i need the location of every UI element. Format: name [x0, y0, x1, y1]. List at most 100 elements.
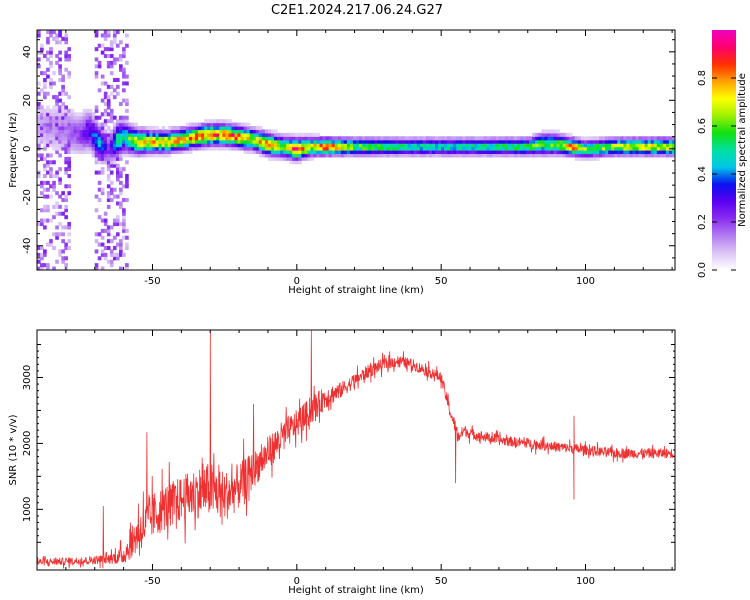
heatmap-cell	[85, 112, 90, 117]
heatmap-cell	[97, 187, 102, 192]
heatmap-cell	[161, 150, 166, 155]
heatmap-cell	[210, 139, 214, 144]
heatmap-cell	[155, 139, 160, 144]
heatmap-cell	[316, 150, 321, 155]
heatmap-cell	[185, 126, 190, 131]
heatmap-cell	[119, 156, 123, 161]
heatmap-cell	[659, 153, 664, 158]
heatmap-cell	[280, 146, 284, 151]
heatmap-cell	[58, 180, 62, 185]
heatmap-cell	[82, 146, 87, 151]
heatmap-cell	[216, 146, 220, 151]
heatmap-cell	[510, 136, 515, 141]
heatmap-cell	[43, 252, 47, 257]
heatmap-cell	[547, 153, 552, 158]
heatmap-cell	[434, 143, 439, 148]
heatmap-cell	[662, 139, 667, 144]
heatmap-cell	[94, 239, 99, 244]
heatmap-cell	[456, 139, 460, 144]
heatmap-cell	[471, 143, 476, 148]
heatmap-cell	[246, 150, 251, 155]
heatmap-cell	[67, 246, 72, 251]
heatmap-cell	[64, 139, 68, 144]
heatmap-cell	[270, 139, 275, 144]
heatmap-cell	[119, 180, 123, 185]
heatmap-cell	[52, 143, 56, 148]
heatmap-cell	[459, 150, 463, 155]
heatmap-cell	[52, 266, 56, 270]
heatmap-cell	[146, 136, 151, 141]
heatmap-cell	[301, 132, 305, 137]
heatmap-cell	[128, 122, 132, 127]
heatmap-cell	[125, 129, 129, 134]
heatmap-cell	[620, 150, 624, 155]
heatmap-cell	[91, 129, 96, 134]
heatmap-cell	[119, 187, 123, 192]
heatmap-cell	[55, 146, 59, 151]
heatmap-cell	[383, 150, 387, 155]
heatmap-cell	[671, 136, 675, 141]
heatmap-cell	[471, 150, 476, 155]
heatmap-cell	[179, 150, 184, 155]
heatmap-cell	[109, 163, 114, 168]
heatmap-cell	[37, 143, 41, 148]
heatmap-cell	[179, 126, 184, 131]
heatmap-cell	[629, 150, 634, 155]
heatmap-cell	[112, 160, 117, 165]
heatmap-cell	[40, 132, 44, 137]
heatmap-cell	[103, 54, 108, 59]
heatmap-cell	[58, 153, 62, 158]
heatmap-cell	[52, 112, 56, 117]
heatmap-cell	[219, 122, 223, 127]
heatmap-cell	[46, 187, 50, 192]
heatmap-cell	[599, 153, 603, 158]
heatmap-cell	[368, 146, 372, 151]
heatmap-cell	[64, 170, 68, 175]
heatmap-cell	[510, 146, 515, 151]
heatmap-cell	[43, 84, 47, 89]
heatmap-cell	[356, 153, 360, 158]
heatmap-cell	[103, 81, 108, 86]
heatmap-cell	[112, 126, 117, 131]
heatmap-cell	[337, 153, 342, 158]
heatmap-cell	[416, 146, 421, 151]
heatmap-cell	[61, 239, 65, 244]
heatmap-cell	[100, 139, 105, 144]
heatmap-cell	[43, 139, 47, 144]
heatmap-cell	[119, 132, 123, 137]
heatmap-cell	[264, 136, 269, 141]
heatmap-cell	[441, 136, 445, 141]
heatmap-cell	[538, 150, 542, 155]
heatmap-cell	[112, 146, 117, 151]
heatmap-cell	[106, 153, 111, 158]
heatmap-cell	[520, 136, 524, 141]
heatmap-cell	[119, 170, 123, 175]
heatmap-cell	[307, 136, 312, 141]
heatmap-cell	[292, 150, 296, 155]
heatmap-cell	[592, 150, 597, 155]
heatmap-cell	[97, 215, 102, 220]
heatmap-cell	[40, 71, 44, 76]
heatmap-cell	[161, 139, 166, 144]
heatmap-cell	[109, 143, 114, 148]
heatmap-cell	[501, 150, 506, 155]
heatmap-cell	[264, 150, 269, 155]
heatmap-cell	[252, 139, 257, 144]
heatmap-cell	[583, 136, 588, 141]
heatmap-cell	[359, 143, 363, 148]
heatmap-cell	[626, 150, 631, 155]
heatmap-cell	[125, 98, 129, 103]
heatmap-cell	[143, 136, 147, 141]
heatmap-cell	[322, 146, 327, 151]
heatmap-cell	[119, 246, 123, 251]
heatmap-cell	[49, 153, 53, 158]
heatmap-cell	[629, 143, 634, 148]
heatmap-cell	[422, 136, 427, 141]
heatmap-cell	[91, 150, 96, 155]
heatmap-cell	[106, 30, 111, 35]
heatmap-cell	[125, 266, 129, 270]
heatmap-cell	[52, 215, 56, 220]
heatmap-cell	[544, 129, 548, 134]
spectrogram-frame	[36, 29, 676, 271]
heatmap-cell	[112, 235, 117, 240]
